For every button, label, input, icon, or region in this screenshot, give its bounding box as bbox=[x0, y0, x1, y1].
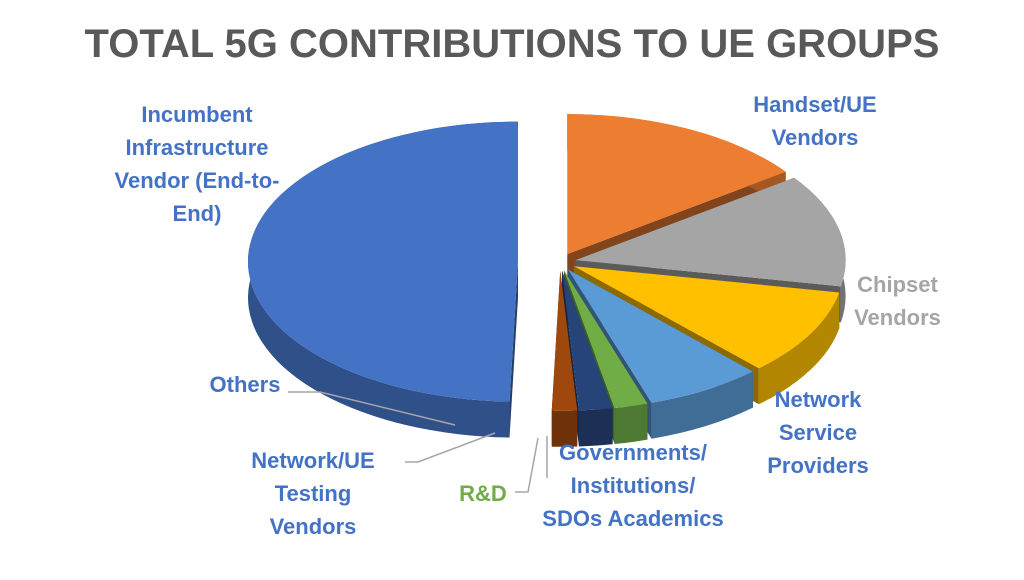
slice-label: Network Service Providers bbox=[767, 387, 869, 478]
slice-wall bbox=[614, 403, 648, 445]
pie-slice bbox=[562, 270, 613, 411]
slice-label: Governments/ Institutions/ SDOs Academic… bbox=[542, 440, 724, 531]
slice-label: Incumbent Infrastructure Vendor (End-to-… bbox=[114, 102, 280, 226]
leader-line bbox=[515, 437, 539, 493]
pie-slice bbox=[248, 121, 519, 402]
slice-wall bbox=[758, 292, 840, 405]
chart-title: TOTAL 5G CONTRIBUTIONS TO UE GROUPS bbox=[84, 22, 940, 66]
slice-wall bbox=[578, 408, 613, 447]
pie-slice bbox=[574, 266, 840, 369]
slice-label: Network/UE Testing Vendors bbox=[251, 448, 375, 539]
slice-wall bbox=[651, 371, 753, 439]
slice-side-face bbox=[509, 261, 519, 438]
slice-label: Chipset Vendors bbox=[854, 272, 941, 330]
pie-slice bbox=[551, 270, 578, 411]
pie-tops bbox=[248, 114, 846, 411]
slice-wall bbox=[551, 410, 578, 447]
leader-line bbox=[288, 391, 456, 426]
pie-slice bbox=[567, 114, 786, 255]
pie-slice bbox=[568, 269, 753, 403]
slice-label: R&D bbox=[459, 481, 507, 506]
slice-label: Others bbox=[209, 372, 281, 397]
pie-slice bbox=[563, 270, 648, 409]
pie-slice bbox=[575, 177, 846, 287]
leader-line bbox=[405, 432, 496, 463]
slice-label: Handset/UE Vendors bbox=[753, 92, 877, 150]
